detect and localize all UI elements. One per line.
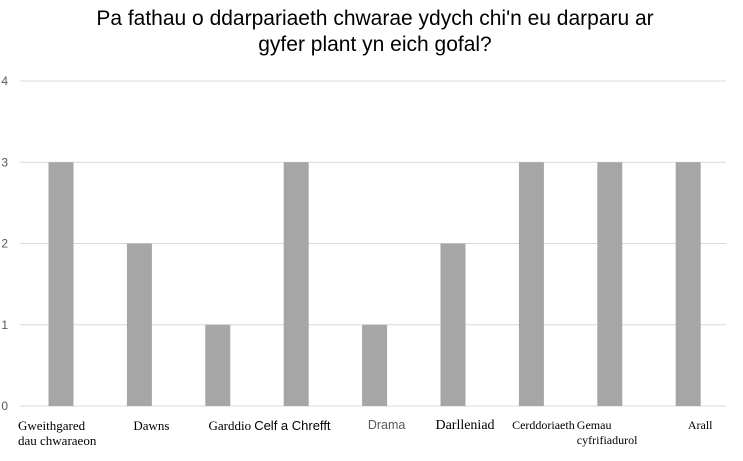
x-tick-label: Drama [367,418,406,432]
bar-6 [518,162,544,406]
x-tick-label: Dawns [133,418,170,433]
bar-0 [48,162,74,406]
bar-5 [440,243,466,406]
y-tick-label: 3 [1,155,8,169]
y-tick-label: 1 [1,318,8,332]
bar-4 [362,324,388,406]
x-tick-label: Cerddoriaeth [512,418,575,432]
bar-7 [597,162,623,406]
chart-title: Pa fathau o ddarpariaeth chwarae ydych c… [96,7,654,56]
bar-2 [205,324,231,406]
x-tick-label: Gweithgared dau chwaraeon [18,418,97,448]
y-tick-label: 0 [1,399,8,413]
x-tick-label: Gemau cyfrifiadurol [576,418,638,447]
x-tick-label: Celf a Chrefft [254,418,331,433]
x-tick-label: Garddio [208,418,252,433]
bar-3 [283,162,309,406]
bar-1 [126,243,152,406]
y-axis-ticks: 0 1 2 3 4 [1,74,8,413]
y-tick-label: 2 [1,237,8,251]
y-tick-label: 4 [1,74,8,88]
x-tick-label: Arall [687,418,713,432]
bar-8 [675,162,701,406]
bars [48,162,701,406]
x-tick-label: Darlleniad [435,418,495,433]
